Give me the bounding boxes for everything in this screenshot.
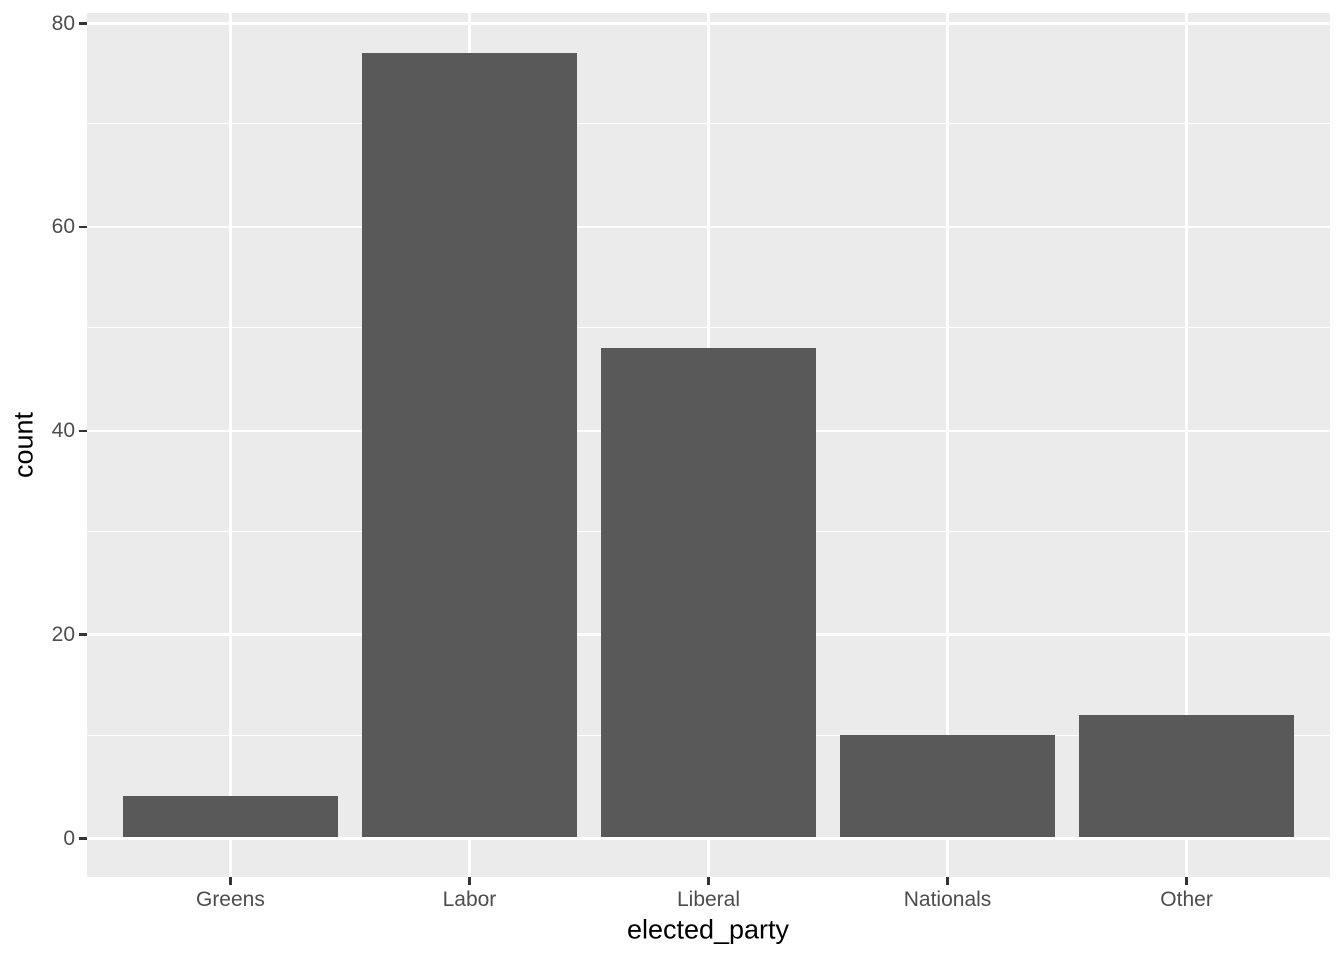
y-tick-label: 40 [51,419,75,442]
x-axis-title: elected_party [626,914,790,945]
bar-labor [361,52,578,837]
y-tick-mark [79,22,87,25]
x-tick-mark [1185,877,1188,885]
plot-panel [87,13,1330,877]
y-tick-label: 20 [51,622,75,646]
x-tick-mark [229,877,232,885]
bar-other [1079,714,1295,837]
gridline-major-x [229,13,232,877]
x-tick-label: Other [1160,888,1213,911]
x-tick-label: Greens [195,888,265,911]
y-tick-label: 80 [51,11,75,35]
gridline-major-x [1185,13,1188,877]
x-tick-mark [946,877,949,885]
y-tick-label: 60 [51,215,75,239]
bar-liberal [600,348,817,837]
x-tick-mark [468,877,471,885]
bar-nationals [839,735,1056,837]
y-tick-mark [79,225,87,229]
y-tick-mark [79,633,87,636]
y-tick-mark [79,837,87,840]
x-tick-label: Nationals [903,888,992,911]
bar-greens [122,796,338,837]
gridline-major-x [946,13,949,877]
y-tick-mark [79,429,87,432]
y-tick-label: 0 [63,826,75,850]
x-tick-label: Liberal [676,888,741,911]
x-tick-mark [707,877,710,885]
x-tick-label: Labor [442,888,497,911]
